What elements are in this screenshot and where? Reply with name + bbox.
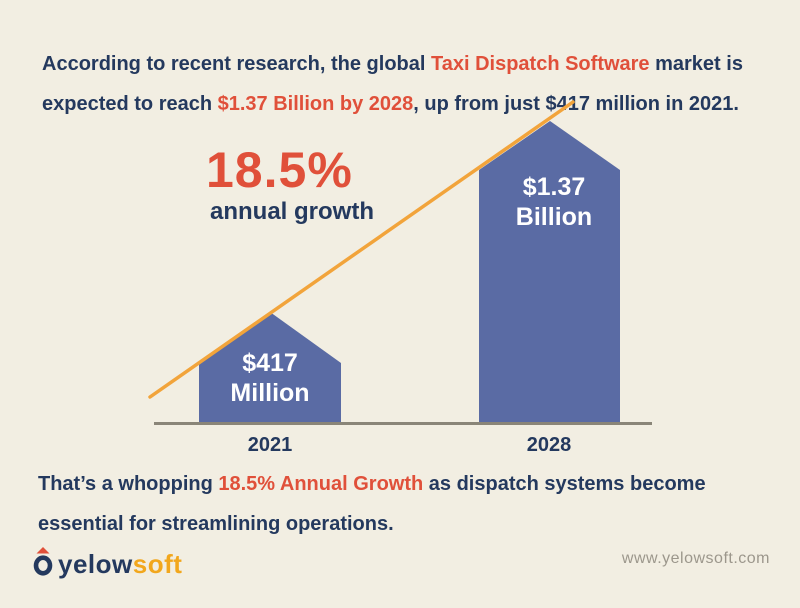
bar-2021 [199, 312, 341, 425]
yelowsoft-logo-icon [33, 547, 53, 576]
brand-wordmark: yelowsoft [58, 549, 182, 580]
bar-value-2021-amount: $417 [242, 349, 298, 377]
footnote: That’s a whopping 18.5% Annual Growth as… [38, 464, 706, 544]
bar-value-2021-unit: Million [230, 379, 310, 407]
growth-callout: 18.5% annual growth [206, 143, 374, 225]
logo-ring-icon [33, 555, 53, 576]
website-url: www.yelowsoft.com [621, 550, 770, 567]
footnote-text: That’s a whopping [38, 473, 219, 495]
headline-text: According to recent research, the global [42, 53, 431, 75]
headline-highlight-value: $1.37 Billion by 2028 [217, 93, 414, 115]
bar-value-2028: $1.37 Billion [516, 172, 592, 232]
footnote-text: as dispatch systems become [423, 473, 706, 495]
footnote-line-2: essential for streamlining operations. [38, 513, 394, 535]
headline-highlight-market: Taxi Dispatch Software [430, 53, 650, 75]
footnote-line-1: That’s a whopping 18.5% Annual Growth as… [38, 464, 706, 504]
brand-soft: soft [132, 549, 183, 579]
logo-caret-icon [36, 547, 50, 554]
headline-text: , up from just $417 million in 2021. [413, 93, 739, 115]
headline-text: market is [649, 53, 743, 75]
trend-line [148, 100, 575, 399]
headline-line-2: expected to reach $1.37 Billion by 2028,… [42, 84, 743, 124]
headline: According to recent research, the global… [42, 44, 743, 124]
year-label-2028: 2028 [526, 434, 572, 456]
headline-text: expected to reach [42, 93, 218, 115]
growth-label: annual growth [210, 198, 374, 225]
growth-percentage: 18.5% [206, 142, 353, 198]
year-label-2021: 2021 [247, 434, 293, 456]
bar-value-2028-amount: $1.37 [522, 173, 586, 201]
brand-yelow: yelow [58, 549, 133, 579]
bar-value-2021: $417 Million [230, 348, 309, 408]
footnote-highlight-growth: 18.5% Annual Growth [218, 473, 424, 495]
bar-value-2028-unit: Billion [515, 203, 593, 231]
bar-2028 [479, 121, 620, 425]
headline-line-1: According to recent research, the global… [42, 44, 743, 84]
